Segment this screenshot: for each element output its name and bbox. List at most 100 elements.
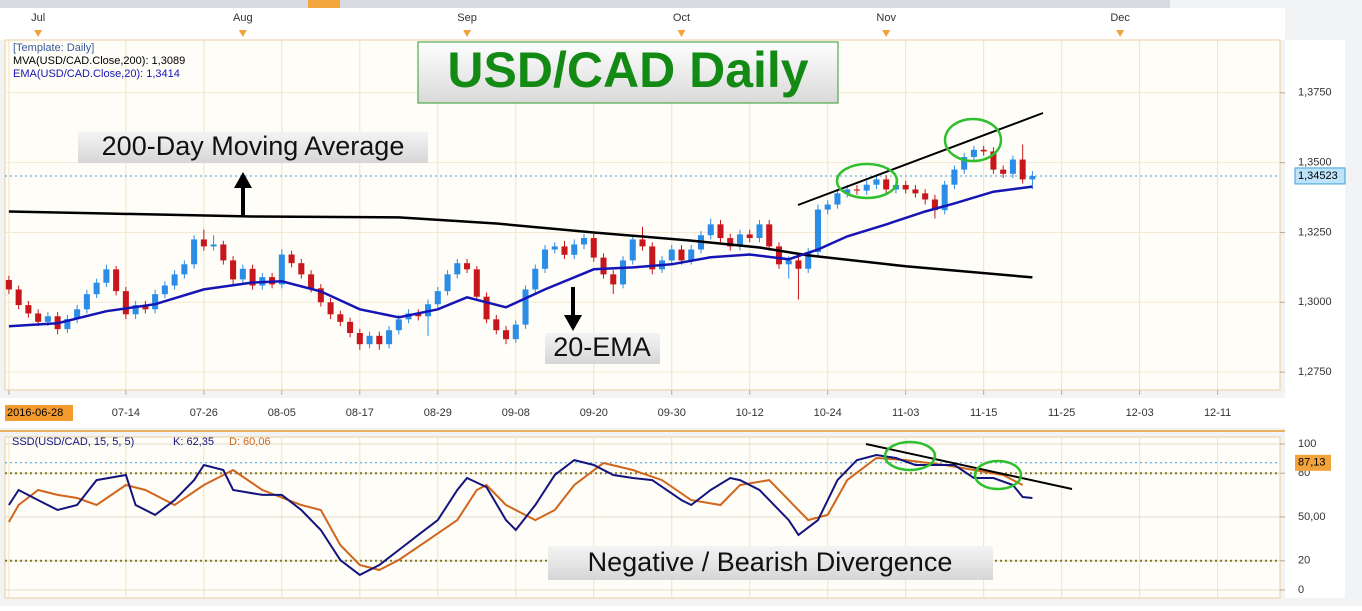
- candle-body: [951, 169, 958, 185]
- candle-body: [590, 238, 597, 258]
- title-box: [417, 41, 839, 104]
- candle-body: [142, 305, 149, 310]
- candle-body: [668, 249, 675, 261]
- y-tick-label: 1,3500: [1298, 157, 1332, 169]
- candle-body: [249, 268, 256, 286]
- candle-body: [308, 274, 315, 289]
- candle-body: [990, 151, 997, 170]
- candle-body: [941, 184, 948, 211]
- candle-body: [824, 204, 831, 210]
- candle-body: [1009, 159, 1016, 174]
- legend-ema: EMA(USD/CAD.Close,20): 1,3414: [13, 68, 180, 80]
- last-value-label: 87,13: [1298, 457, 1326, 469]
- candle-body: [775, 246, 782, 265]
- moving-average-line: [8, 210, 1033, 279]
- candle-body: [376, 335, 383, 345]
- x-tick-label: 11-25: [1048, 407, 1075, 419]
- candle-body: [103, 269, 110, 283]
- month-label: Dec: [1110, 12, 1130, 24]
- candle-body: [473, 269, 480, 297]
- candle-body: [444, 274, 451, 292]
- arrow-head: [234, 172, 252, 188]
- candle-body: [834, 193, 841, 205]
- candle-body: [600, 257, 607, 275]
- annotation-ema: 20-EMA: [553, 332, 651, 362]
- y-tick-label: 0: [1298, 584, 1304, 596]
- x-tick-highlight: [5, 405, 73, 421]
- x-tick-label: 09-08: [502, 407, 530, 419]
- candle-body: [649, 246, 656, 270]
- candle-body: [512, 324, 519, 340]
- candle-body: [922, 193, 929, 200]
- annotation-ma200: 200-Day Moving Average: [102, 131, 405, 161]
- candle-body: [122, 291, 129, 315]
- y-tick-label: 1,3000: [1298, 296, 1332, 308]
- annotation-box: [548, 546, 993, 580]
- candle-body: [356, 333, 363, 345]
- x-tick-label: 10-24: [814, 407, 842, 419]
- candle-body: [93, 282, 100, 295]
- candle-body: [132, 305, 139, 315]
- month-label: Jul: [31, 12, 45, 24]
- candle-body: [688, 249, 695, 261]
- highlight-circle: [883, 440, 937, 472]
- candle-body: [1029, 176, 1036, 180]
- candle-body: [220, 244, 227, 261]
- candle-body: [15, 289, 22, 306]
- candle-body: [200, 239, 207, 247]
- candle-body: [278, 254, 285, 285]
- candle-body: [35, 313, 42, 322]
- annotation-divergence: Negative / Bearish Divergence: [588, 547, 953, 577]
- candle-body: [415, 313, 422, 317]
- x-tick-label: 11-03: [892, 407, 919, 419]
- highlight-circle: [943, 117, 1003, 163]
- candle-body: [785, 260, 792, 265]
- date-band: [0, 398, 1285, 428]
- x-tick-label: 07-14: [112, 407, 140, 419]
- candle-body: [551, 246, 558, 250]
- x-tick-label: 09-20: [580, 407, 608, 419]
- candle-body: [639, 239, 646, 247]
- candle-body: [814, 209, 821, 253]
- candle-body: [493, 319, 500, 331]
- y-tick-label: 1,3250: [1298, 226, 1332, 238]
- candle-body: [347, 321, 354, 334]
- candle-body: [152, 294, 159, 310]
- candle-body: [766, 224, 773, 247]
- y-tick-label: 1,3750: [1298, 87, 1332, 99]
- month-tick-mark: [238, 30, 247, 37]
- candle-body: [395, 319, 402, 331]
- month-label: Nov: [876, 12, 896, 24]
- y-tick-label: 50,00: [1298, 511, 1326, 523]
- candle-body: [863, 184, 870, 191]
- legend-k: K: 62,35: [173, 436, 214, 448]
- marks-layer: 2016-06-28 07-14 07-26 08-05 08-17 08-29 09-08…: [5, 12, 1346, 596]
- candle-body: [619, 260, 627, 285]
- x-tick-label: 09-30: [658, 407, 686, 419]
- candle-body: [113, 269, 120, 292]
- y-tick-label: 1,2750: [1298, 366, 1332, 378]
- candle-body: [571, 244, 578, 255]
- legend-mva: MVA(USD/CAD.Close,200): 1,3089: [13, 55, 185, 67]
- month-label: Oct: [673, 12, 690, 24]
- candle-body: [64, 319, 71, 330]
- candle-body: [161, 285, 168, 295]
- candle-body: [230, 260, 237, 280]
- candle-body: [580, 238, 588, 245]
- candle-body: [327, 302, 334, 315]
- scroll-thumb: [308, 0, 340, 8]
- annotation-box: [545, 333, 660, 364]
- month-tick-mark: [882, 30, 891, 37]
- candle-body: [980, 149, 987, 152]
- candle-body: [902, 184, 909, 190]
- candle-body: [210, 244, 217, 247]
- candle-body: [288, 254, 295, 264]
- candle-body: [5, 279, 12, 290]
- candle-body: [464, 263, 471, 270]
- x-tick-label: 08-17: [346, 407, 374, 419]
- candle-body: [44, 316, 51, 322]
- candle-body: [853, 189, 860, 191]
- month-tick-mark: [1116, 30, 1125, 37]
